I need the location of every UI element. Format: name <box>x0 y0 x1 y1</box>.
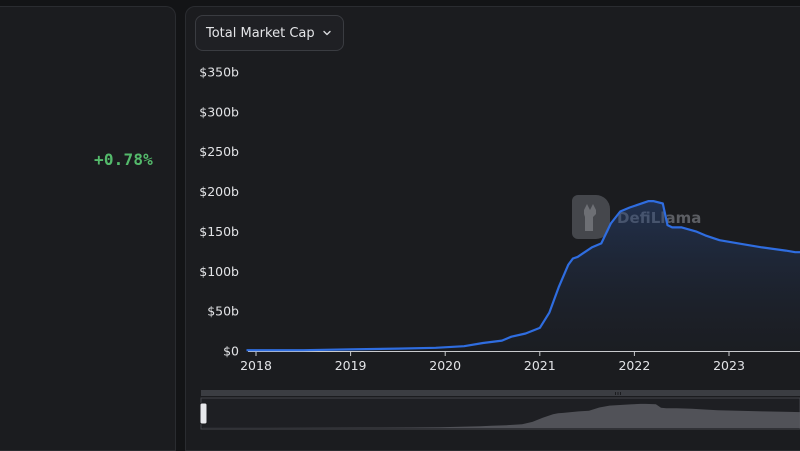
x-tick-label: 2020 <box>429 358 461 373</box>
grip-icon[interactable] <box>615 392 621 395</box>
area-fill <box>247 201 800 351</box>
y-tick-label: $150b <box>199 224 239 239</box>
navigator-track <box>201 390 800 396</box>
x-axis: 2018 2019 2020 2021 2022 2023 <box>240 352 800 374</box>
y-tick-label: $250b <box>199 144 239 159</box>
y-tick-label: $50b <box>207 304 239 319</box>
y-tick-label: $0 <box>223 344 239 359</box>
navigator-left-handle[interactable] <box>200 403 207 424</box>
y-tick-label: $100b <box>199 264 239 279</box>
y-tick-label: $350b <box>199 65 239 80</box>
x-tick-label: 2021 <box>524 358 556 373</box>
y-tick-label: $200b <box>199 184 239 199</box>
x-tick-label: 2023 <box>713 358 745 373</box>
y-axis: $0 $50b $100b $150b $200b $250b $300b $350b <box>199 65 239 359</box>
x-tick-label: 2019 <box>335 358 367 373</box>
x-tick-label: 2018 <box>240 358 272 373</box>
y-tick-label: $300b <box>199 104 239 119</box>
range-navigator[interactable] <box>200 390 800 429</box>
x-tick-label: 2022 <box>618 358 650 373</box>
